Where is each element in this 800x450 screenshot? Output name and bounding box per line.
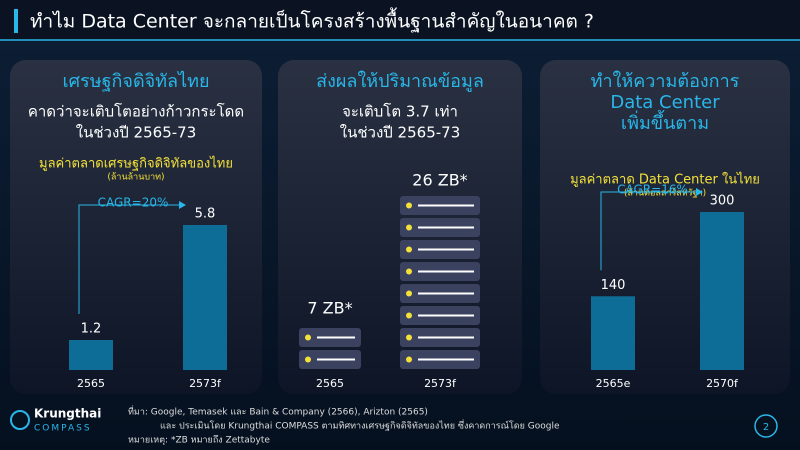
x-tick-label: 2573f: [424, 377, 457, 390]
bar: [700, 212, 744, 370]
cagr-arrowhead: [696, 188, 703, 196]
note: หมายเหตุ: *ZB หมายถึง Zettabyte: [128, 435, 270, 446]
logo-name: Krungthai: [34, 407, 101, 421]
bar: [591, 296, 635, 370]
server-light: [406, 356, 412, 363]
value-label: 140: [601, 278, 626, 293]
panel-title: เศรษฐกิจดิจิทัลไทย: [62, 70, 209, 92]
server-stack: [400, 196, 480, 369]
x-tick-label: 2570f: [706, 377, 739, 390]
server-light: [406, 268, 412, 275]
server-light: [406, 246, 412, 253]
panel-subtitle: ในช่วงปี 2565-73: [76, 124, 196, 142]
x-tick-label: 2565: [77, 377, 105, 390]
x-tick-label: 2565e: [596, 377, 631, 390]
bar: [183, 225, 227, 370]
panel-title: เพิ่มขึ้นตาม: [621, 110, 709, 134]
value-label: 300: [710, 194, 735, 209]
source-line: ที่มา: Google, Temasek และ Bain & Compan…: [128, 405, 428, 418]
server-light: [406, 290, 412, 297]
logo-product: COMPASS: [34, 424, 92, 434]
header-accent: [14, 9, 18, 33]
logo: Krungthai COMPASS: [10, 407, 101, 434]
cagr-arrow: [78, 204, 179, 314]
chart-label: มูลค่าตลาดเศรษฐกิจดิจิทัลของไทย: [39, 156, 233, 172]
chart-label: มูลค่าตลาด Data Center ในไทย: [570, 172, 760, 188]
server-light: [406, 202, 412, 209]
page-number: 2: [763, 422, 769, 433]
server-light: [305, 356, 311, 363]
header-bar: [0, 0, 800, 40]
cagr-arrow: [600, 191, 696, 271]
server-light: [406, 334, 412, 341]
panel-title: ทำให้ความต้องการ: [591, 70, 740, 92]
header-title: ทำไม Data Center จะกลายเป็นโครงสร้างพื้น…: [30, 8, 594, 33]
server-light: [305, 334, 311, 341]
page-badge: [754, 414, 778, 438]
x-tick-label: 2565: [316, 377, 344, 390]
chart-unit: (ล้านล้านบาท): [107, 172, 164, 183]
panel-subtitle: จะเติบโต 3.7 เท่า: [342, 103, 458, 121]
logo-icon: [10, 410, 30, 430]
panel-title: ส่งผลให้ปริมาณข้อมูล: [316, 70, 484, 92]
bar: [69, 340, 113, 370]
panel-subtitle: คาดว่าจะเติบโตอย่างก้าวกระโดด: [28, 103, 244, 121]
server-light: [406, 312, 412, 319]
panel-subtitle: ในช่วงปี 2565-73: [340, 124, 460, 142]
panel-title: Data Center: [610, 92, 720, 113]
value-label: 7 ZB*: [307, 298, 352, 317]
cagr-arrowhead: [179, 201, 186, 209]
source-line: และ ประเมินโดย Krungthai COMPASS ตามทิศท…: [160, 419, 560, 432]
value-label: 1.2: [81, 322, 102, 337]
value-label: 5.8: [195, 207, 216, 222]
value-label: 26 ZB*: [412, 171, 467, 190]
x-tick-label: 2573f: [189, 377, 222, 390]
server-light: [406, 224, 412, 231]
cagr-label: CAGR=20%: [98, 196, 169, 210]
cagr-label: CAGR=16%: [617, 183, 688, 197]
server-stack: [299, 328, 361, 369]
